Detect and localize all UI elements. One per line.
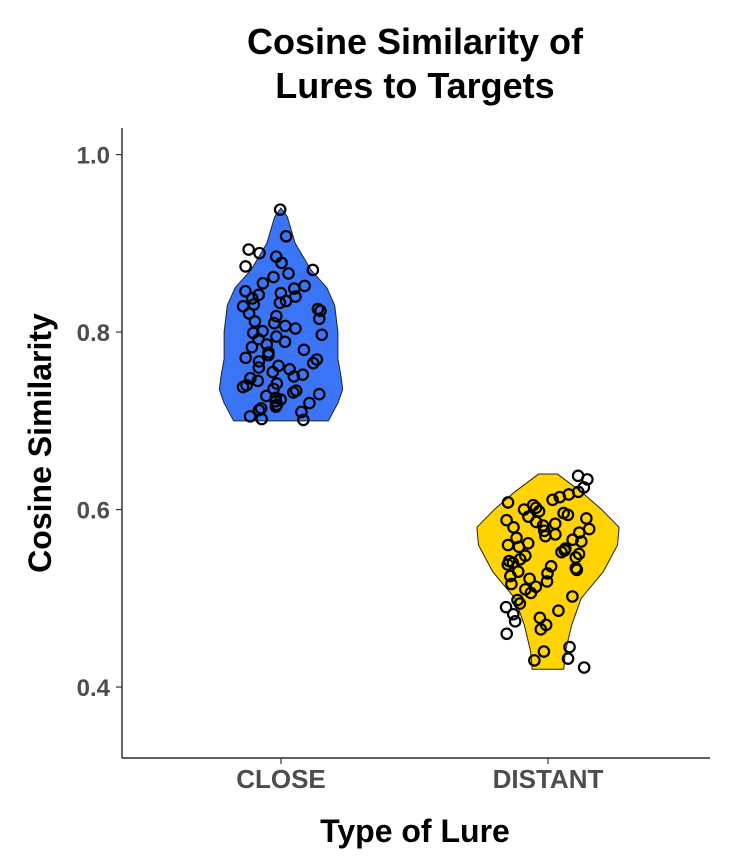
data-point (537, 645, 551, 658)
data-point (572, 526, 586, 539)
y-tick-label: 1.0 (77, 143, 110, 170)
y-tick-label: 0.4 (77, 675, 111, 702)
data-point (295, 405, 308, 419)
data-point (239, 351, 252, 365)
data-point (500, 513, 513, 527)
data-point (275, 256, 288, 270)
data-point (287, 386, 300, 399)
data-point (310, 353, 324, 366)
data-point (279, 229, 293, 243)
data-point (500, 627, 514, 641)
data-point (555, 545, 568, 559)
data-point (561, 508, 575, 522)
data-point (314, 304, 327, 318)
data-point (540, 575, 554, 588)
data-point (266, 365, 280, 379)
data-point (529, 515, 543, 529)
data-point (297, 413, 310, 427)
data-point (270, 309, 283, 323)
data-point (245, 340, 259, 354)
data-point (236, 380, 250, 394)
y-tick-label: 0.6 (77, 498, 110, 525)
x-axis-label: Type of Lure (320, 813, 510, 849)
data-point (239, 284, 252, 298)
data-point (243, 410, 257, 423)
data-point (506, 607, 520, 621)
data-point (529, 501, 543, 515)
data-point (534, 623, 548, 636)
data-point (296, 368, 310, 381)
data-point (252, 355, 266, 368)
data-point (279, 294, 293, 308)
data-point (499, 600, 513, 614)
data-point (269, 400, 283, 413)
data-point (239, 260, 252, 273)
data-point (267, 316, 281, 330)
data-point (312, 387, 326, 401)
data-point (251, 374, 265, 388)
data-point (242, 307, 256, 320)
data-point (508, 615, 522, 628)
data-point (303, 396, 316, 410)
data-point (242, 243, 255, 256)
data-point (546, 493, 559, 507)
y-axis-label: Cosine Similarity (22, 313, 58, 573)
data-point (553, 490, 567, 504)
data-point (289, 322, 302, 335)
data-point (248, 315, 262, 328)
x-axis-ticks: CLOSE DISTANT (236, 758, 603, 794)
y-axis-ticks: 0.4 0.6 0.8 1.0 (77, 143, 122, 702)
data-point (273, 203, 287, 216)
data-point (262, 348, 275, 362)
data-point (544, 560, 558, 573)
data-point (572, 547, 586, 561)
data-point (501, 558, 515, 571)
data-point (505, 577, 518, 591)
data-point (574, 535, 588, 548)
data-point (287, 282, 301, 295)
data-point (245, 292, 259, 305)
data-point (306, 356, 320, 370)
data-point (501, 496, 515, 509)
x-tick-label: DISTANT (493, 764, 604, 794)
data-point (282, 267, 295, 280)
data-point (561, 652, 575, 665)
data-point (577, 661, 591, 674)
data-point (287, 370, 301, 383)
data-point (273, 296, 287, 310)
data-point (255, 412, 269, 426)
data-point (533, 611, 547, 625)
data-point (253, 246, 266, 260)
chart-title-line-2: Lures to Targets (275, 65, 554, 106)
data-point (563, 640, 576, 654)
data-point (267, 382, 280, 396)
data-point (566, 533, 579, 547)
plot-area (218, 203, 620, 674)
data-point (504, 569, 517, 583)
data-point (256, 276, 270, 290)
data-point (252, 361, 266, 374)
data-point (512, 540, 526, 554)
data-point (297, 343, 311, 357)
data-point (278, 335, 292, 349)
data-point (523, 572, 536, 586)
x-tick-label: CLOSE (236, 764, 326, 794)
data-point (552, 604, 565, 618)
data-point (570, 563, 584, 577)
data-point (566, 590, 579, 603)
data-point (252, 288, 266, 302)
data-point (513, 597, 527, 610)
data-point (312, 312, 326, 326)
chart-title-line-1: Cosine Similarity of (247, 21, 584, 62)
y-tick-label: 0.8 (77, 320, 110, 347)
data-point (538, 524, 551, 538)
data-point (541, 567, 554, 580)
data-point (267, 270, 280, 284)
data-point (315, 328, 329, 342)
data-point (524, 586, 538, 600)
data-point (539, 529, 552, 543)
data-point (528, 654, 541, 667)
data-point (306, 263, 320, 277)
